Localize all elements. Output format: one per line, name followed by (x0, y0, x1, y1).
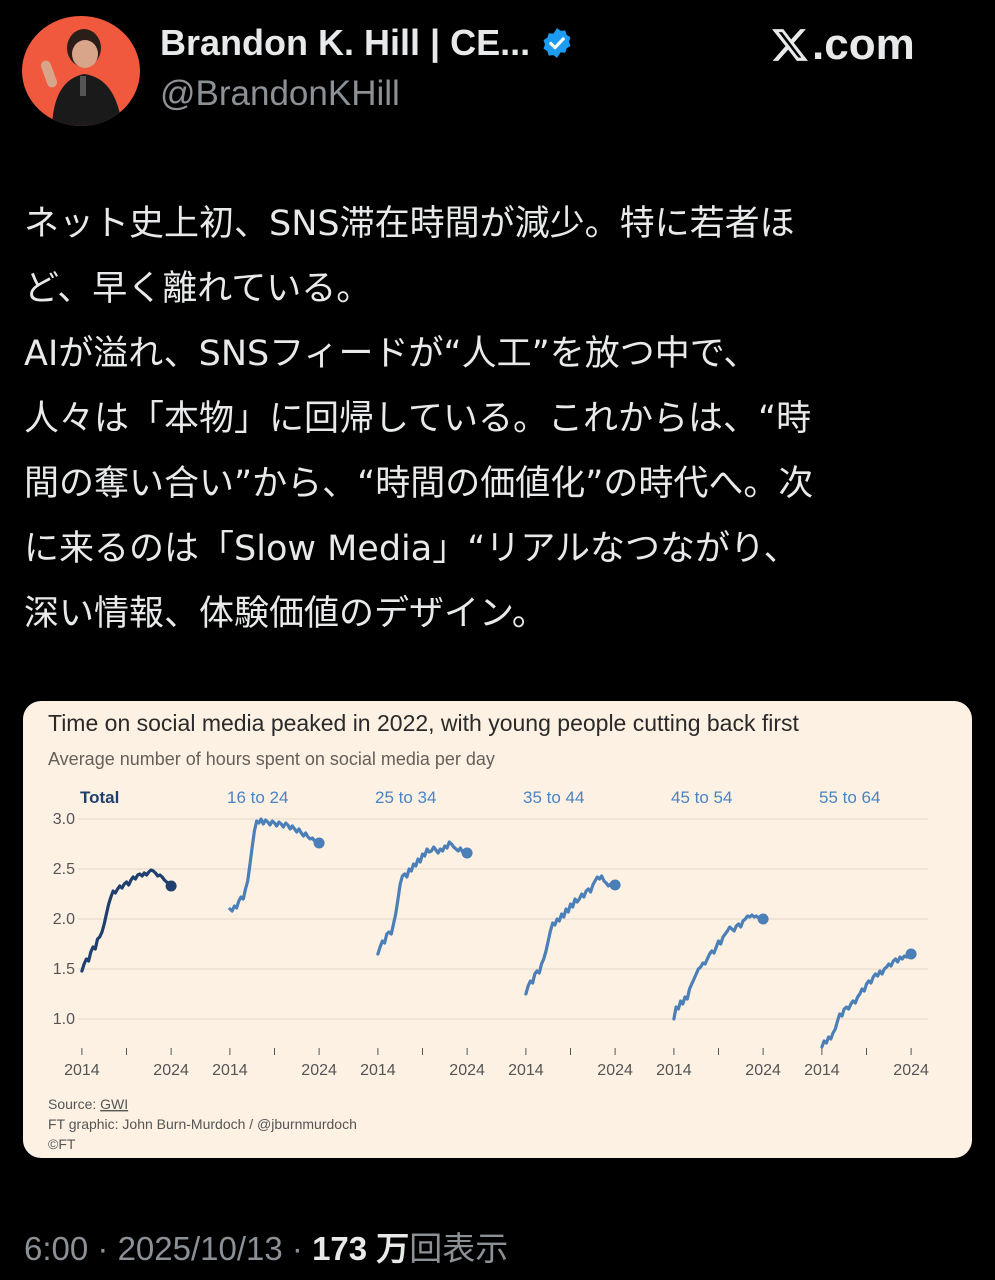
site-domain: .com (812, 20, 915, 69)
tweet-time[interactable]: 6:00 (24, 1230, 89, 1267)
site-label: .com (770, 20, 915, 70)
tweet-meta: 6:00 · 2025/10/13 · 173 万回表示 (24, 1222, 508, 1270)
tweet-line: AIが溢れ、SNSフィードが“人工”を放つ中で、 (24, 334, 759, 374)
y-tick-label: 2.5 (53, 861, 75, 878)
panel-label: 35 to 44 (523, 788, 584, 807)
chart-panels: Total 2014 2024 16 to 24 2014 2024 25 to 34 201… (64, 788, 929, 1079)
chart-panel: 16 to 24 2014 2024 (212, 788, 337, 1079)
author-name[interactable]: Brandon K. Hill | CE... (160, 22, 531, 63)
x-tick-label: 2014 (508, 1062, 544, 1079)
series-endpoint (165, 880, 177, 892)
x-tick-label: 2024 (449, 1062, 485, 1079)
x-tick-label: 2024 (597, 1062, 633, 1079)
author-handle[interactable]: @BrandonKHill (160, 74, 400, 113)
view-count-label: 回表示 (409, 1230, 509, 1267)
panel-label: 25 to 34 (375, 788, 436, 807)
tweet-line: 深い情報、体験価値のデザイン。 (24, 594, 547, 634)
x-tick-label: 2014 (360, 1062, 396, 1079)
chart-image[interactable]: Time on social media peaked in 2022, wit… (23, 701, 972, 1158)
series-endpoint (461, 847, 473, 859)
x-tick-label: 2024 (153, 1062, 189, 1079)
tweet-line: 間の奪い合い”から、“時間の価値化”の時代へ。次 (24, 464, 814, 504)
view-count: 173 万 (312, 1230, 410, 1267)
panel-label: Total (80, 788, 119, 807)
panel-label: 55 to 64 (819, 788, 880, 807)
x-logo-icon (772, 29, 808, 61)
meta-separator: · (88, 1230, 118, 1267)
chart-panel: 25 to 34 2014 2024 (360, 788, 485, 1079)
x-tick-label: 2014 (804, 1062, 840, 1079)
chart-source-link[interactable]: GWI (100, 1096, 128, 1112)
avatar-person-icon (40, 29, 122, 126)
chart-svg: Time on social media peaked in 2022, wit… (48, 710, 929, 1152)
tweet-date[interactable]: 2025/10/13 (117, 1230, 283, 1267)
chart-copyright: ©FT (48, 1136, 76, 1152)
series-endpoint (905, 948, 917, 960)
tweet-line: に来るのは「Slow Media」“リアルなつながり、 (24, 529, 799, 569)
series-line (524, 874, 617, 996)
series-line (672, 913, 765, 1021)
chart-credit: FT graphic: John Burn-Murdoch / @jburnmu… (48, 1116, 357, 1132)
chart-title: Time on social media peaked in 2022, wit… (48, 710, 800, 736)
meta-separator: · (282, 1230, 313, 1267)
series-line (80, 868, 173, 973)
chart-source: Source: GWI (48, 1096, 128, 1112)
x-tick-label: 2014 (212, 1062, 248, 1079)
tweet-line: 人々は「本物」に回帰している。これからは、“時 (24, 399, 812, 439)
y-tick-label: 2.0 (53, 911, 75, 928)
author-name-row: Brandon K. Hill | CE... (160, 22, 574, 64)
tweet-header: Brandon K. Hill | CE... @BrandonKHill .c… (0, 0, 995, 140)
series-endpoint (757, 913, 769, 925)
y-tick-label: 1.0 (53, 1011, 75, 1028)
x-tick-label: 2024 (301, 1062, 337, 1079)
x-tick-label: 2014 (64, 1062, 100, 1079)
tweet-line: ど、早く離れている。 (24, 269, 372, 309)
x-tick-label: 2024 (893, 1062, 929, 1079)
chart-y-axis: 3.0 2.5 2.0 1.5 1.0 (53, 811, 75, 1028)
chart-panel: 55 to 64 2014 2024 (804, 788, 929, 1079)
y-tick-label: 3.0 (53, 811, 75, 828)
series-endpoint (609, 879, 621, 891)
x-tick-label: 2024 (745, 1062, 781, 1079)
tweet-line: ネット史上初、SNS滞在時間が減少。特に若者ほ (24, 204, 795, 244)
series-endpoint (313, 837, 325, 849)
verified-badge-icon (543, 28, 571, 58)
series-line (228, 817, 321, 913)
chart-panel: 35 to 44 2014 2024 (508, 788, 633, 1079)
chart-source-label: Source: (48, 1096, 100, 1112)
chart-panel: Total 2014 2024 (64, 788, 189, 1079)
tweet-text: ネット史上初、SNS滞在時間が減少。特に若者ほ ど、早く離れている。 AIが溢れ… (24, 192, 974, 647)
series-line (376, 840, 469, 956)
chart-subtitle: Average number of hours spent on social … (48, 749, 495, 769)
chart-panel: 45 to 54 2014 2024 (656, 788, 781, 1079)
chart-grid (78, 818, 928, 1020)
panel-label: 45 to 54 (671, 788, 732, 807)
series-line (820, 952, 913, 1049)
panel-label: 16 to 24 (227, 788, 288, 807)
x-tick-label: 2014 (656, 1062, 692, 1079)
avatar[interactable] (22, 16, 140, 126)
y-tick-label: 1.5 (53, 961, 75, 978)
